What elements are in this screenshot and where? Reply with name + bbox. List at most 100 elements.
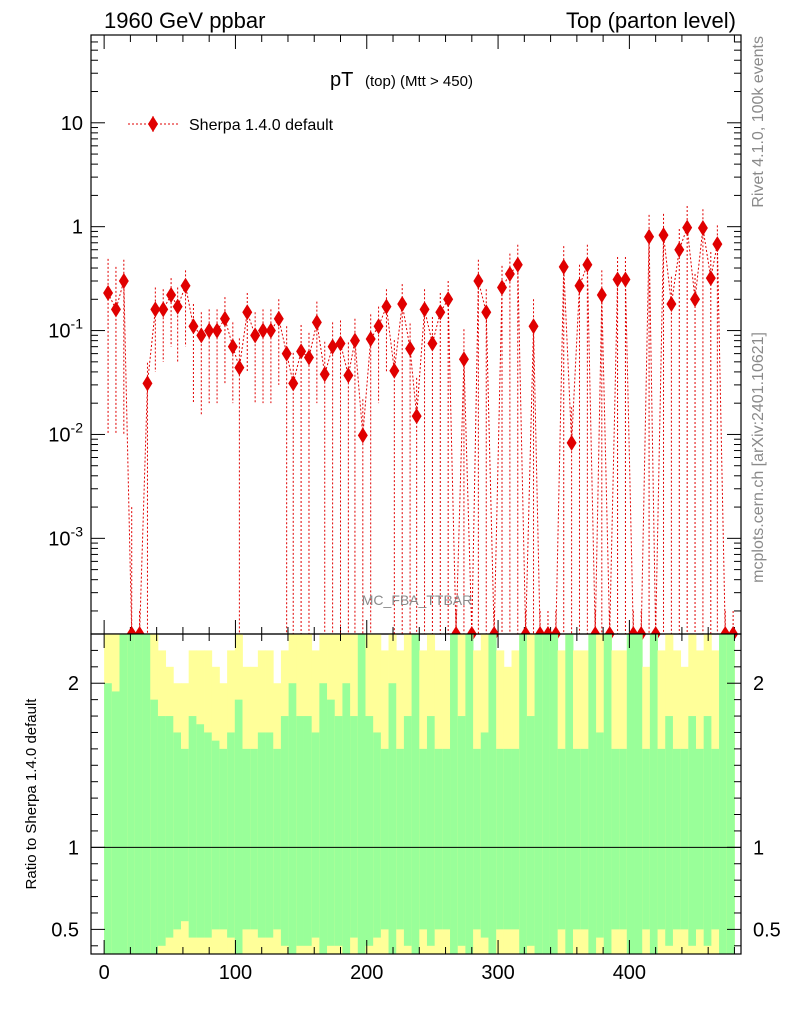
data-point [188,318,199,335]
y-tick-label: 10-1 [48,316,83,343]
data-point [103,284,114,301]
band-inner-bin [526,716,535,946]
band-inner-bin [104,683,113,954]
data-point [620,271,631,288]
data-point [644,228,655,245]
y-tick-label: 10 [61,113,83,135]
band-inner-bin [488,634,497,954]
main-panel: 10-3 10-2 10-1 1 10 pT (top) (Mtt > 450) MC_… [48,34,742,642]
band-inner-bin [380,748,389,930]
band-inner-bin [534,634,543,954]
ratio-y-tick-label-right: 2 [753,673,764,695]
band-inner-bin [573,748,582,930]
band-inner-bin [319,683,328,954]
band-inner-bin [619,748,628,930]
band-inner-bin [542,634,551,954]
data-point [311,314,322,331]
data-point [357,427,368,444]
series-connector [107,227,734,635]
ratio-bands [104,634,735,954]
data-point [566,434,577,451]
data-point [234,359,245,376]
band-inner-bin [719,634,728,954]
data-point [258,322,269,339]
data-point [212,322,223,339]
ratio-y-tick-label-left: 0.5 [51,919,79,941]
data-point [227,338,238,355]
band-inner-bin [134,634,143,954]
data-point [473,273,484,290]
data-point [497,279,508,296]
band-inner-bin [311,732,320,938]
band-inner-bin [711,748,720,930]
data-point [405,340,416,357]
band-inner-bin [596,732,605,938]
data-point [504,266,515,283]
data-point [250,327,261,344]
band-inner-bin [273,748,282,930]
band-inner-bin [196,724,205,938]
mcplots-label: mcplots.cern.ch [arXiv:2401.10621] [750,332,767,583]
data-point [381,298,392,315]
data-point [196,327,207,344]
band-inner-bin [557,748,566,930]
band-inner-bin [188,716,197,938]
band-inner-bin [649,634,658,954]
band-inner-bin [396,748,405,930]
legend-marker [148,116,158,132]
band-inner-bin [696,748,705,930]
band-inner-bin [480,732,489,938]
band-inner-bin [165,716,174,938]
legend: Sherpa 1.4.0 default [128,116,334,134]
band-inner-bin [403,716,412,946]
x-tick-label: 0 [99,962,110,984]
band-inner-bin [511,748,520,930]
band-inner-bin [688,716,697,946]
band-inner-bin [588,634,597,954]
data-point [674,241,685,258]
data-point [172,298,183,315]
y-tick-label: 10-3 [48,523,83,550]
data-point [481,304,492,321]
data-point [612,271,623,288]
band-inner-bin [665,716,674,946]
band-inner-bin [672,748,682,930]
band-inner-bin [350,716,359,938]
band-inner-bin [250,748,259,930]
data-point [303,349,314,366]
data-point [281,345,292,362]
band-inner-bin [334,716,343,946]
data-point [705,270,716,287]
band-inner-bin [365,716,374,946]
data-point [180,277,191,294]
data-point [712,236,723,253]
band-inner-bin [626,634,635,954]
data-point [373,318,384,335]
band-inner-bin [634,634,643,954]
data-point [397,296,408,313]
band-inner-bin [565,634,574,954]
data-point [349,332,360,349]
data-point [319,366,330,383]
band-inner-bin [473,748,482,930]
band-inner-bin [657,748,666,930]
ratio-y-tick-label-left: 2 [68,673,79,695]
data-point [419,301,430,318]
y-tick-exponent: -1 [71,316,84,332]
data-point [110,301,121,318]
band-inner-bin [373,732,382,938]
data-point [327,338,338,355]
data-point [204,322,215,339]
band-inner-bin [296,716,305,946]
band-inner-bin [327,699,336,946]
band-inner-bin [726,634,735,954]
mc-series [103,206,739,642]
band-inner-bin [426,716,436,946]
band-inner-bin [265,732,274,938]
data-point [443,291,454,308]
band-inner-bin [234,699,243,954]
band-inner-bin [357,634,366,954]
data-point [435,304,446,321]
band-inner-bin [465,634,474,954]
data-point [242,304,253,321]
